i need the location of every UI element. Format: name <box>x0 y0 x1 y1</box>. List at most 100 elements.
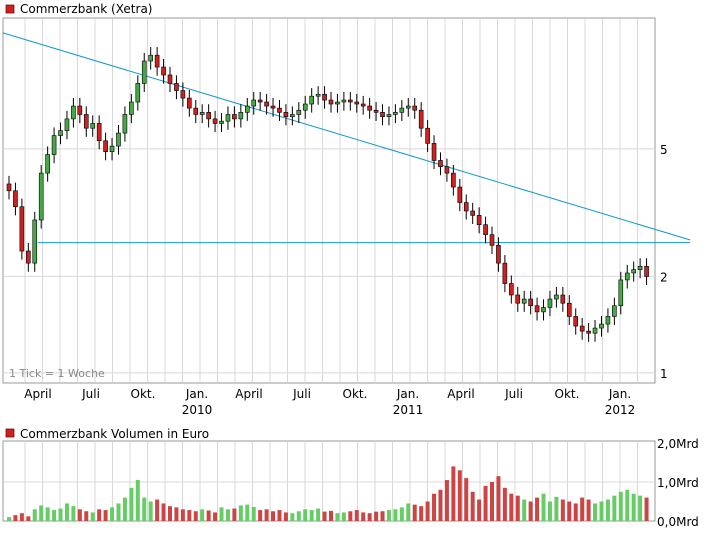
candle-body <box>309 95 314 105</box>
x-year-label: 2011 <box>393 403 424 417</box>
volume-bar <box>77 509 82 521</box>
candle-body <box>644 266 649 277</box>
candle-body <box>296 109 302 115</box>
candle-body <box>328 99 334 105</box>
volume-bar <box>625 489 630 521</box>
volume-bar <box>425 501 430 521</box>
candle-body <box>109 145 115 152</box>
candle-body <box>45 154 50 174</box>
x-tick-label: Juli <box>504 387 523 401</box>
price-y-axis: 1 2 5 <box>660 143 668 381</box>
volume-bar <box>560 499 565 521</box>
volume-bar <box>245 504 250 521</box>
volume-bar <box>142 497 147 521</box>
price-candles <box>6 47 649 342</box>
candle-body <box>373 109 379 113</box>
candle-body <box>206 112 211 120</box>
trendline-falling <box>2 32 691 241</box>
volume-bar <box>451 466 456 521</box>
volume-bar <box>200 509 205 521</box>
candle-body <box>502 262 508 284</box>
legend-marker-volume <box>5 428 15 438</box>
trendlines <box>2 32 691 244</box>
candle-body <box>554 294 559 300</box>
candle-body <box>592 327 598 334</box>
volume-bar <box>470 491 475 521</box>
candle-body <box>167 74 173 84</box>
candle-body <box>438 160 443 167</box>
volume-bar <box>303 509 308 521</box>
candle-body <box>225 114 231 122</box>
candle-body <box>618 279 624 307</box>
volume-bar <box>522 499 527 521</box>
volume-bar <box>90 512 95 521</box>
volume-bar <box>52 510 57 521</box>
volume-bar <box>605 499 610 521</box>
volume-bar <box>573 503 578 521</box>
chart-footnote: 1 Tick = 1 Woche <box>9 367 105 380</box>
volume-bar <box>296 511 301 521</box>
volume-bar <box>290 513 295 521</box>
volume-bar <box>7 517 11 521</box>
candle-body <box>302 103 308 111</box>
volume-bar <box>225 509 230 521</box>
volume-bar <box>174 507 179 521</box>
x-tick-label: Juli <box>81 387 100 401</box>
volume-bar <box>64 503 69 521</box>
volume-bar <box>335 513 340 521</box>
volume-bar <box>97 509 102 521</box>
candle-body <box>154 54 160 68</box>
volume-bar <box>361 512 366 521</box>
candle-body <box>386 114 392 117</box>
volume-title: Commerzbank Volumen in Euro <box>20 427 209 441</box>
candle-body <box>257 99 263 103</box>
candle-body <box>354 101 360 105</box>
volume-bar <box>187 510 192 521</box>
volume-bar <box>219 507 224 521</box>
volume-bar <box>213 512 218 521</box>
candle-body <box>193 107 199 115</box>
candle-body <box>315 93 321 97</box>
volume-bar <box>464 478 469 521</box>
candle-body <box>251 99 257 107</box>
x-tick-label: Okt. <box>555 387 580 401</box>
volume-bar <box>110 507 115 521</box>
volume-y-tick-label: 0,0Mrd <box>657 515 699 529</box>
candle-body <box>631 269 636 274</box>
candle-body <box>405 105 411 109</box>
volume-bar <box>193 511 198 521</box>
candle-body <box>573 316 579 327</box>
candle-body <box>90 123 96 129</box>
candle-body <box>509 283 514 296</box>
candle-body <box>476 215 482 225</box>
x-tick-label: April <box>447 387 474 401</box>
candle-body <box>77 105 83 115</box>
volume-bar <box>374 511 379 521</box>
volume-y-tick-label: 1,0Mrd <box>657 476 699 490</box>
volume-bar <box>496 476 501 521</box>
candle-body <box>612 305 617 317</box>
candle-body <box>32 219 38 264</box>
volume-bar <box>502 487 507 521</box>
volume-bar <box>586 499 591 521</box>
volume-bar <box>618 491 623 521</box>
volume-bar <box>419 506 424 521</box>
volume-bar <box>309 510 314 521</box>
candle-body <box>579 325 585 332</box>
x-tick-label: April <box>235 387 262 401</box>
volume-bar <box>155 499 160 521</box>
candle-body <box>515 294 521 304</box>
candle-body <box>129 101 134 115</box>
volume-bar <box>509 493 514 521</box>
candle-body <box>148 54 153 62</box>
volume-bar <box>406 503 411 521</box>
candle-body <box>277 107 282 113</box>
x-tick-label: Jan. <box>185 387 208 401</box>
legend-marker-price <box>5 4 15 14</box>
candle-body <box>174 83 179 91</box>
x-tick-label: Jan. <box>396 387 419 401</box>
volume-bar <box>258 510 263 521</box>
candle-body <box>335 101 340 105</box>
candle-body <box>38 172 44 221</box>
candle-body <box>219 120 224 124</box>
